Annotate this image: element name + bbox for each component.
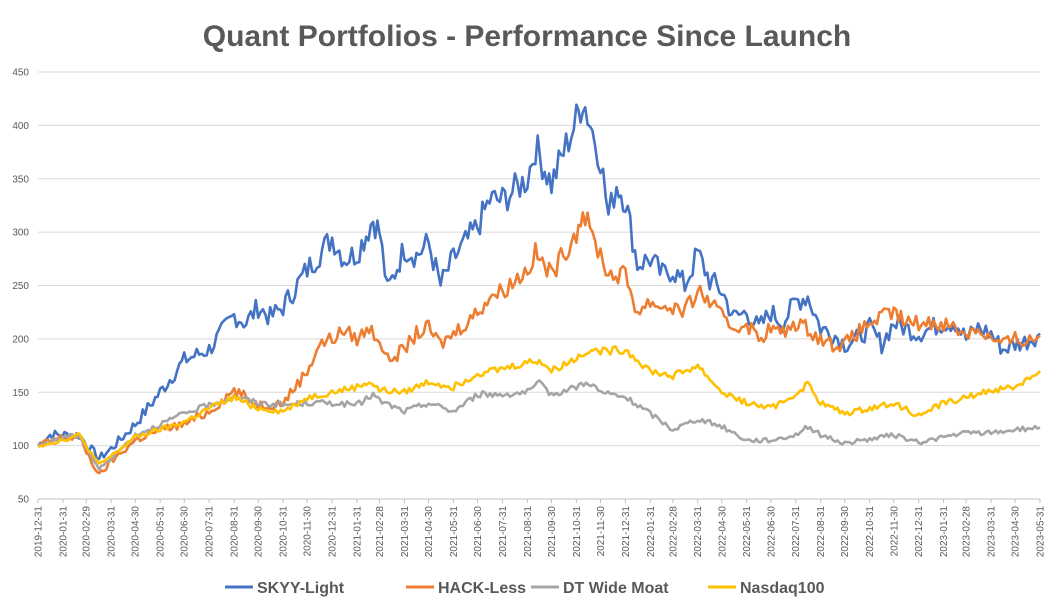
x-tick-label: 2022-06-30 — [766, 506, 777, 558]
y-tick-label: 450 — [12, 68, 29, 79]
y-tick-label: 200 — [12, 334, 29, 345]
x-tick-label: 2021-09-30 — [547, 506, 558, 558]
legend-label: Nasdaq100 — [740, 580, 825, 597]
x-tick-label: 2022-03-31 — [693, 506, 704, 558]
legend-label: DT Wide Moat — [563, 580, 669, 597]
x-tick-label: 2023-02-28 — [962, 506, 973, 558]
y-tick-label: 50 — [18, 495, 30, 506]
y-tick-label: 150 — [12, 388, 29, 399]
x-tick-label: 2020-08-31 — [230, 506, 241, 558]
x-tick-label: 2022-12-31 — [914, 506, 925, 558]
x-tick-label: 2020-07-31 — [205, 506, 216, 558]
x-tick-label: 2020-11-30 — [303, 506, 314, 557]
x-tick-label: 2020-06-30 — [180, 506, 191, 558]
x-tick-label: 2021-10-31 — [572, 506, 583, 558]
x-tick-label: 2020-05-31 — [156, 506, 167, 558]
x-tick-label: 2023-05-31 — [1036, 506, 1047, 558]
x-tick-label: 2022-07-31 — [791, 506, 802, 558]
x-tick-label: 2022-05-31 — [742, 506, 753, 558]
x-tick-label: 2021-01-31 — [353, 506, 364, 558]
x-tick-label: 2021-02-28 — [375, 506, 386, 558]
x-tick-label: 2022-01-31 — [646, 506, 657, 558]
series-lines — [37, 103, 1041, 475]
x-tick-label: 2020-01-31 — [58, 506, 69, 558]
x-tick-label: 2020-02-29 — [82, 506, 93, 558]
x-tick-label: 2021-11-30 — [596, 506, 607, 557]
y-tick-label: 100 — [12, 441, 29, 452]
x-tick-label: 2023-03-31 — [986, 506, 997, 558]
x-axis-ticks: 2019-12-31 2020-01-31 2020-02-29 2020-03-31… — [34, 499, 1047, 557]
chart-title: Quant Portfolios - Performance Since Lau… — [203, 20, 851, 53]
y-axis-ticks: 50 100 150 200 250 300 350 400 450 — [12, 68, 29, 506]
series-line-3 — [37, 379, 1041, 471]
gridlines — [38, 71, 1040, 500]
x-tick-label: 2022-02-28 — [668, 506, 679, 558]
x-tick-label: 2022-04-30 — [717, 506, 728, 558]
x-tick-label: 2021-08-31 — [523, 506, 534, 558]
series-line-2 — [37, 211, 1041, 475]
y-tick-label: 400 — [12, 121, 29, 132]
x-tick-label: 2019-12-31 — [34, 506, 45, 558]
x-tick-label: 2021-07-31 — [498, 506, 509, 558]
x-tick-label: 2021-05-31 — [449, 506, 460, 558]
legend-label: SKYY-Light — [257, 580, 345, 597]
x-tick-label: 2020-03-31 — [107, 506, 118, 558]
x-tick-label: 2020-10-31 — [279, 506, 290, 558]
x-tick-label: 2021-03-31 — [400, 506, 411, 558]
x-tick-label: 2020-12-31 — [328, 506, 339, 558]
x-tick-label: 2020-09-30 — [254, 506, 265, 558]
x-tick-label: 2020-04-30 — [131, 506, 142, 558]
y-tick-label: 300 — [12, 228, 29, 239]
legend-label: HACK-Less — [438, 580, 526, 597]
y-tick-label: 350 — [12, 174, 29, 185]
x-tick-label: 2021-04-30 — [424, 506, 435, 558]
x-tick-label: 2022-09-30 — [840, 506, 851, 558]
x-tick-label: 2022-08-31 — [816, 506, 827, 558]
x-tick-label: 2023-04-30 — [1011, 506, 1022, 558]
x-tick-label: 2022-11-30 — [889, 506, 900, 557]
x-tick-label: 2022-10-31 — [865, 506, 876, 558]
x-tick-label: 2023-01-31 — [939, 506, 950, 558]
legend: SKYY-Light HACK-Less DT Wide Moat Nasdaq100 — [225, 580, 825, 597]
x-tick-label: 2021-12-31 — [621, 506, 632, 558]
y-tick-label: 250 — [12, 281, 29, 292]
x-tick-label: 2021-06-30 — [473, 506, 484, 558]
series-line-4 — [37, 345, 1041, 465]
